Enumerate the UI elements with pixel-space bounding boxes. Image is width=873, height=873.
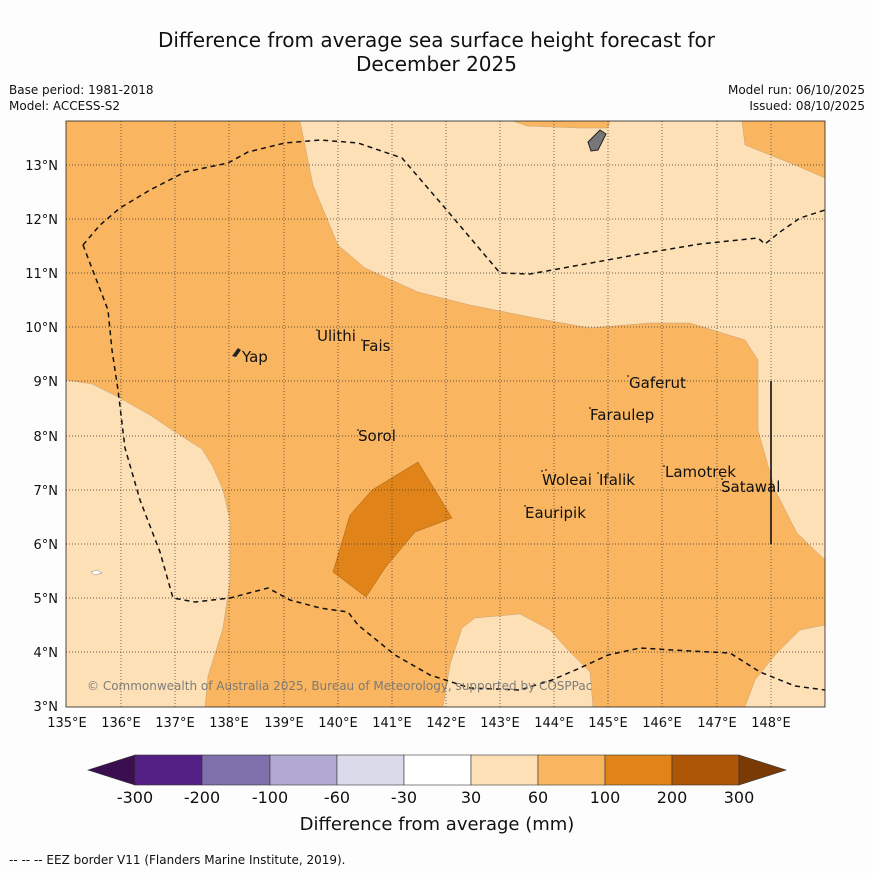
colorbar-swatch — [336, 754, 405, 786]
colorbar-tick: -300 — [117, 788, 153, 807]
lat-label: 3°N — [34, 700, 59, 715]
info-left: Base period: 1981-2018 Model: ACCESS-S2 — [9, 82, 154, 114]
colorbar-tick: 30 — [461, 788, 481, 807]
guam-island-shape — [587, 129, 607, 152]
base-period: Base period: 1981-2018 — [9, 83, 154, 97]
place-labels: Yap Ulithi Fais Sorol Gaferut Faraulep W… — [241, 327, 780, 522]
colorbar-tick: -30 — [391, 788, 417, 807]
lat-label: 12°N — [25, 213, 58, 228]
lon-label: 145°E — [588, 716, 628, 731]
lat-label: 10°N — [25, 321, 58, 336]
lat-label: 5°N — [34, 592, 59, 607]
map-area — [66, 121, 825, 707]
latitude-labels: 13°N 12°N 11°N 10°N 9°N 8°N 7°N 6°N 5°N … — [25, 159, 58, 715]
lon-label: 146°E — [642, 716, 682, 731]
eez-border-north — [82, 139, 825, 275]
lat-label: 8°N — [34, 430, 59, 445]
place-label-eauripik: Eauripik — [525, 504, 586, 522]
title-line-2: December 2025 — [356, 52, 517, 76]
small-island-shape — [90, 569, 103, 576]
place-label-lamotrek: Lamotrek — [665, 463, 736, 481]
colorbar-swatch — [537, 754, 606, 786]
place-label-ulithi: Ulithi — [317, 327, 356, 345]
title-line-1: Difference from average sea surface heig… — [157, 28, 716, 52]
lon-label: 143°E — [480, 716, 520, 731]
contour-30-60-north — [299, 121, 825, 561]
colorbar — [87, 754, 787, 786]
place-label-sorol: Sorol — [358, 427, 396, 445]
colorbar-swatch — [470, 754, 539, 786]
colorbar-tick: 200 — [657, 788, 688, 807]
lon-label: 138°E — [209, 716, 249, 731]
colorbar-tick: 60 — [528, 788, 548, 807]
lat-label: 9°N — [34, 375, 59, 390]
colorbar-high-extend — [738, 754, 787, 786]
lat-label: 11°N — [25, 267, 58, 282]
lat-label: 4°N — [34, 646, 59, 661]
colorbar-swatch — [604, 754, 673, 786]
colorbar-tick: -100 — [252, 788, 288, 807]
place-label-faraulep: Faraulep — [590, 406, 654, 424]
colorbar-ticks: -300 -200 -100 -60 -30 30 60 100 200 300 — [117, 788, 754, 807]
colorbar-tick: -60 — [324, 788, 350, 807]
model-run: Model run: 06/10/2025 — [727, 83, 865, 97]
lon-label: 140°E — [318, 716, 358, 731]
colorbar-swatch — [201, 754, 271, 786]
colorbar-low-extend — [87, 754, 136, 786]
lon-label: 135°E — [47, 716, 87, 731]
place-label-satawal: Satawal — [721, 478, 780, 496]
contour-30-60-southeast — [744, 624, 825, 707]
place-label-yap: Yap — [241, 348, 268, 366]
chart-title: Difference from average sea surface heig… — [0, 28, 873, 76]
contour-100-200 — [332, 461, 453, 598]
eez-border-west — [82, 244, 825, 691]
colorbar-tick: 100 — [590, 788, 621, 807]
map-frame — [65, 120, 826, 708]
lat-label: 13°N — [25, 159, 58, 174]
colorbar-swatch — [134, 754, 203, 786]
issued-date: Issued: 08/10/2025 — [749, 99, 865, 113]
lat-label: 6°N — [34, 538, 59, 553]
colorbar-tick: 300 — [724, 788, 755, 807]
copyright-text: © Commonwealth of Australia 2025, Bureau… — [87, 679, 592, 693]
lon-label: 144°E — [534, 716, 574, 731]
lon-label: 148°E — [751, 716, 791, 731]
lat-label: 7°N — [34, 484, 59, 499]
model-name: Model: ACCESS-S2 — [9, 99, 121, 113]
place-label-ifalik: Ifalik — [599, 471, 635, 489]
yap-island-shape — [232, 348, 241, 357]
place-label-fais: Fais — [362, 337, 391, 355]
lon-label: 137°E — [155, 716, 195, 731]
colorbar-swatch — [671, 754, 740, 786]
info-right: Model run: 06/10/2025 Issued: 08/10/2025 — [728, 82, 865, 114]
lon-label: 147°E — [697, 716, 737, 731]
lon-label: 136°E — [101, 716, 141, 731]
lon-label: 139°E — [264, 716, 304, 731]
lon-label: 142°E — [426, 716, 466, 731]
longitude-labels: 135°E 136°E 137°E 138°E 139°E 140°E 141°… — [47, 716, 791, 731]
colorbar-tick: -200 — [184, 788, 220, 807]
colorbar-swatch — [269, 754, 338, 786]
lon-label: 141°E — [372, 716, 412, 731]
island-dots — [316, 329, 723, 507]
colorbar-label: Difference from average (mm) — [300, 814, 575, 835]
contour-30-60-south — [442, 613, 594, 707]
place-label-woleai: Woleai — [542, 471, 592, 489]
footer-note: -- -- -- EEZ border V11 (Flanders Marine… — [9, 853, 346, 867]
place-label-gaferut: Gaferut — [629, 374, 686, 392]
graticule — [66, 121, 825, 707]
colorbar-swatch — [403, 754, 472, 786]
